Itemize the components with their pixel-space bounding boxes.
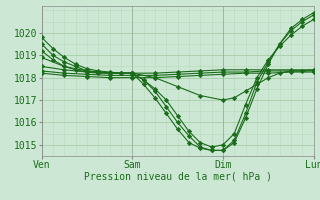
X-axis label: Pression niveau de la mer( hPa ): Pression niveau de la mer( hPa ) <box>84 172 272 182</box>
